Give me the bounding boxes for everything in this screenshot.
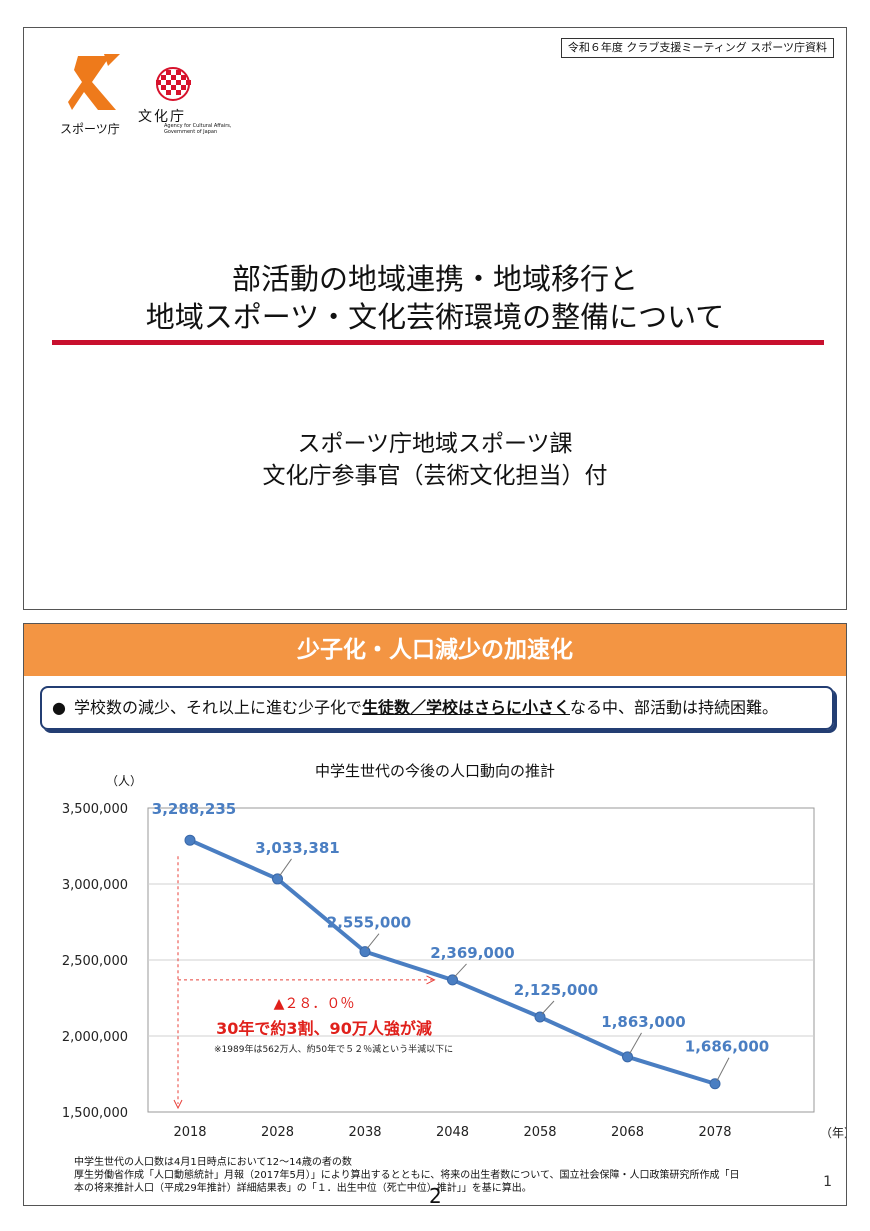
message-emphasis: 生徒数／学校はさらに小さく — [361, 698, 570, 717]
cultural-agency-sub2: Government of Japan — [164, 129, 218, 135]
y-tick-label: 3,000,000 — [62, 878, 128, 893]
decline-percent: ▲２８．０％ — [274, 996, 355, 1012]
sports-agency-logo-icon — [68, 54, 120, 110]
data-label: 3,033,381 — [255, 839, 339, 857]
data-label: 2,125,000 — [514, 981, 598, 999]
data-label: 2,369,000 — [430, 944, 514, 962]
bullet-icon: ● — [52, 698, 66, 717]
x-axis-unit: （年） — [820, 1126, 846, 1140]
data-point — [709, 1078, 721, 1090]
decline-arrowhead — [173, 1099, 183, 1110]
slide-heading: 少子化・人口減少の加速化 — [24, 624, 846, 676]
x-tick-label: 2038 — [348, 1125, 381, 1140]
sports-agency-label: スポーツ庁 — [60, 122, 120, 136]
data-point — [184, 834, 196, 846]
label-leader — [454, 963, 467, 978]
y-tick-label: 2,000,000 — [62, 1030, 128, 1045]
title-divider — [52, 340, 824, 345]
x-tick-label: 2028 — [261, 1125, 294, 1140]
cultural-agency-sub1: Agency for Cultural Affairs, — [164, 123, 232, 129]
label-leader — [716, 1057, 730, 1081]
content-slide: 少子化・人口減少の加速化 ● 学校数の減少、それ以上に進む少子化で生徒数／学校はさ… — [23, 623, 847, 1208]
data-label: 1,686,000 — [685, 1038, 769, 1056]
note-line-3: 本の将来推計人口（平成29年推計）詳細結果表」の「１．出生中位（死亡中位）推計」… — [74, 1183, 532, 1194]
department-line-1: スポーツ庁地域スポーツ課 — [297, 431, 573, 457]
decline-summary: 30年で約3割、90万人強が減 — [216, 1019, 432, 1038]
data-label: 1,863,000 — [601, 1013, 685, 1031]
x-tick-label: 2078 — [698, 1125, 731, 1140]
data-label: 3,288,235 — [152, 800, 236, 818]
data-point — [272, 873, 283, 885]
source-notes: 中学生世代の人口数は4月1日時点において12～14歳の者の数 厚生労働省作成「人… — [74, 1156, 804, 1195]
data-point — [534, 1011, 546, 1023]
page-number: 1 — [823, 1174, 832, 1190]
title-line-2: 地域スポーツ・文化芸術環境の整備について — [145, 300, 725, 334]
x-tick-label: 2058 — [523, 1125, 556, 1140]
data-point — [447, 974, 458, 986]
population-line-chart: 3,500,000 3,000,000 2,500,000 2,000,000 1,50… — [62, 800, 846, 1140]
comparison-arrowhead — [426, 975, 436, 985]
label-leader — [279, 858, 292, 877]
title-line-1: 部活動の地域連携・地域移行と — [231, 262, 638, 296]
x-tick-label: 2018 — [173, 1125, 206, 1140]
label-leader — [541, 1000, 555, 1015]
chart-title: 中学生世代の今後の人口動向の推計 — [314, 762, 555, 780]
department-line-2: 文化庁参事官（芸術文化担当）付 — [262, 463, 608, 489]
x-tick-label: 2068 — [611, 1125, 644, 1140]
title-slide: 令和６年度 クラブ支援ミーティング スポーツ庁資料 スポーツ庁 文化庁 Agen… — [23, 27, 847, 610]
decline-footnote: ※1989年は562万人、約50年で５２％減という半減以下に — [214, 1043, 453, 1055]
y-tick-label: 1,500,000 — [62, 1106, 128, 1121]
data-point — [359, 946, 371, 958]
label-leader — [366, 933, 380, 949]
data-label: 2,555,000 — [327, 914, 411, 932]
note-line-2: 厚生労働省作成「人口動態統計」月報（2017年5月）」により算出するとともに、将… — [74, 1170, 740, 1181]
key-message-box: ● 学校数の減少、それ以上に進む少子化で生徒数／学校はさらに小さくなる中、部活動は… — [40, 686, 834, 730]
sheet-number: 2 — [429, 1184, 442, 1208]
x-tick-label: 2048 — [436, 1125, 469, 1140]
note-line-1: 中学生世代の人口数は4月1日時点において12～14歳の者の数 — [74, 1157, 352, 1168]
message-part-a: 学校数の減少、それ以上に進む少子化で — [73, 698, 362, 717]
cultural-agency-logo-icon — [156, 67, 191, 101]
data-point — [622, 1051, 633, 1063]
y-tick-label: 3,500,000 — [62, 802, 128, 817]
meeting-tag: 令和６年度 クラブ支援ミーティング スポーツ庁資料 — [560, 38, 834, 58]
label-leader — [629, 1032, 642, 1055]
y-axis-unit: （人） — [106, 774, 143, 788]
message-part-c: なる中、部活動は持続困難。 — [570, 698, 779, 717]
cultural-agency-label: 文化庁 — [138, 109, 186, 125]
y-tick-label: 2,500,000 — [62, 954, 128, 969]
